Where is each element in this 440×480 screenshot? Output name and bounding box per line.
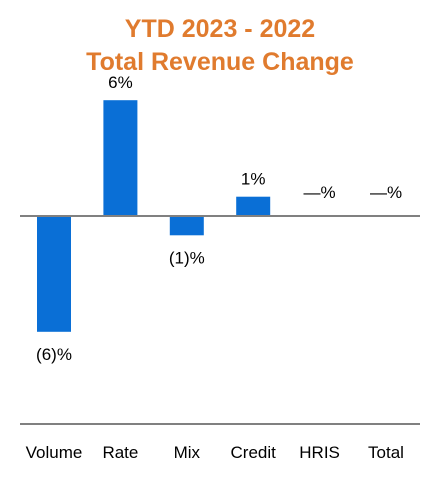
data-label-hris: —% — [304, 183, 336, 202]
bar-rate — [103, 100, 138, 216]
data-label-total: —% — [370, 183, 402, 202]
chart-title-line-1: YTD 2023 - 2022 — [124, 15, 316, 43]
data-label-mix: (1)% — [169, 248, 205, 267]
data-label-credit: 1% — [241, 170, 266, 189]
category-label-mix: Mix — [174, 443, 201, 462]
category-label-hris: HRIS — [299, 443, 340, 462]
bar-credit — [236, 196, 271, 216]
chart-title-line-2: Total Revenue Change — [86, 48, 354, 76]
category-label-credit: Credit — [231, 443, 277, 462]
bar-mix — [169, 216, 204, 236]
bar-volume — [37, 216, 71, 332]
category-label-total: Total — [368, 443, 404, 462]
category-label-volume: Volume — [26, 443, 83, 462]
data-label-rate: 6% — [108, 73, 133, 92]
category-label-rate: Rate — [102, 443, 138, 462]
data-label-volume: (6)% — [36, 345, 72, 364]
